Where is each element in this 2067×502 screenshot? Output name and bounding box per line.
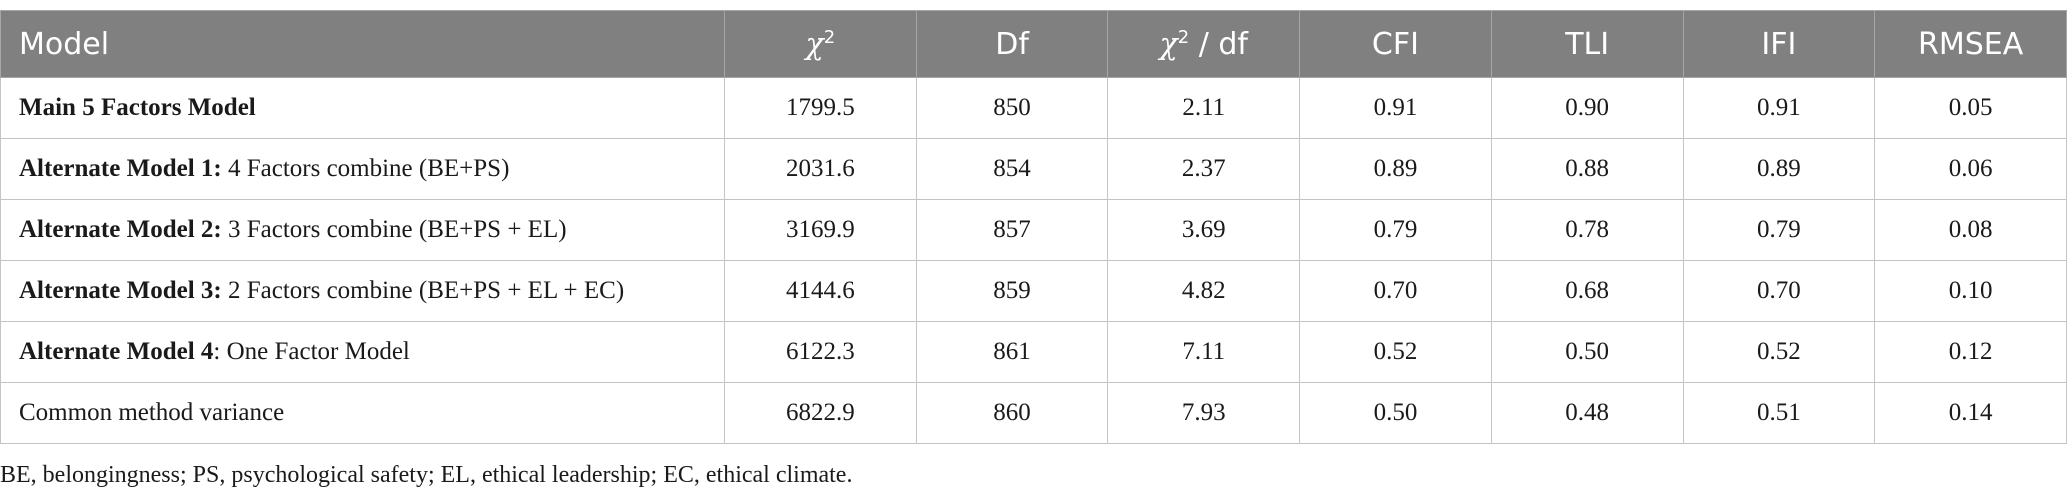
data-row: Alternate Model 3: 2 Factors combine (BE… (0, 260, 2067, 322)
value-cell: 0.52 (1299, 321, 1492, 383)
model-desc: Common method variance (19, 399, 285, 426)
model-cell: Common method variance (0, 382, 725, 444)
fit-table: Model χ2 Df χ2 / df CFI TLI IFI RMSEA Main 5 Fa… (0, 10, 2067, 444)
model-cell: Alternate Model 3: 2 Factors combine (BE… (0, 260, 725, 322)
value-cell: 0.08 (1874, 199, 2067, 261)
model-desc: 3 Factors combine (BE+PS + EL) (221, 216, 567, 243)
value-cell: 4.82 (1107, 260, 1301, 322)
model-name: Alternate Model 2: (19, 216, 222, 243)
value-cell: 2.11 (1107, 77, 1301, 139)
data-row: Main 5 Factors Model 1799.5 850 2.11 0.91 0.9… (0, 77, 2067, 139)
value-cell: 0.79 (1682, 199, 1876, 261)
header-text: CFI (1371, 26, 1419, 62)
value-cell: 0.51 (1682, 382, 1876, 444)
value-cell: 4144.6 (724, 260, 917, 322)
value-cell: 850 (915, 77, 1109, 139)
data-row: Alternate Model 1: 4 Factors combine (BE… (0, 138, 2067, 200)
value-cell: 7.93 (1107, 382, 1301, 444)
value-cell: 6822.9 (724, 382, 917, 444)
header-cell: Model (0, 10, 725, 78)
header-row: Model χ2 Df χ2 / df CFI TLI IFI RMSEA (0, 10, 2067, 78)
model-name: Alternate Model 1: (19, 155, 222, 182)
header-cell: RMSEA (1874, 10, 2067, 78)
model-name: Alternate Model 3: (19, 277, 222, 304)
header-cell: CFI (1299, 10, 1492, 78)
superscript: 2 (823, 26, 836, 48)
value-cell: 2.37 (1107, 138, 1301, 200)
value-cell: 854 (915, 138, 1109, 200)
value-cell: 0.48 (1490, 382, 1684, 444)
value-cell: 0.78 (1490, 199, 1684, 261)
model-cell: Alternate Model 1: 4 Factors combine (BE… (0, 138, 725, 200)
header-cell: IFI (1682, 10, 1876, 78)
header-text: RMSEA (1917, 26, 2024, 62)
value-cell: 0.06 (1874, 138, 2067, 200)
data-row: Alternate Model 2: 3 Factors combine (BE… (0, 199, 2067, 261)
footnote: BE, belongingness; PS, psychological saf… (0, 462, 853, 488)
table-body: Main 5 Factors Model 1799.5 850 2.11 0.91 0.9… (0, 77, 2067, 444)
value-cell: 2031.6 (724, 138, 917, 200)
value-cell: 0.90 (1490, 77, 1684, 139)
model-desc: 2 Factors combine (BE+PS + EL + EC) (221, 277, 625, 304)
value-cell: 0.89 (1299, 138, 1492, 200)
value-cell: 3.69 (1107, 199, 1301, 261)
header-cell: TLI (1490, 10, 1684, 78)
value-cell: 861 (915, 321, 1109, 383)
header-text: Model (19, 26, 110, 62)
header-text: IFI (1761, 26, 1797, 62)
superscript: 2 (1177, 26, 1190, 48)
value-cell: 1799.5 (724, 77, 917, 139)
data-row: Alternate Model 4: One Factor Model 6122.… (0, 321, 2067, 383)
model-desc: : One Factor Model (213, 338, 410, 365)
value-cell: 860 (915, 382, 1109, 444)
value-cell: 0.89 (1682, 138, 1876, 200)
value-cell: 0.10 (1874, 260, 2067, 322)
header-text: / df (1189, 26, 1248, 62)
value-cell: 0.14 (1874, 382, 2067, 444)
header-text: TLI (1565, 26, 1610, 62)
value-cell: 0.50 (1299, 382, 1492, 444)
value-cell: 0.88 (1490, 138, 1684, 200)
model-cell: Main 5 Factors Model (0, 77, 725, 139)
symbol: χ (1159, 26, 1178, 62)
value-cell: 7.11 (1107, 321, 1301, 383)
value-cell: 857 (915, 199, 1109, 261)
value-cell: 0.91 (1299, 77, 1492, 139)
value-cell: 0.50 (1490, 321, 1684, 383)
value-cell: 6122.3 (724, 321, 917, 383)
value-cell: 0.70 (1682, 260, 1876, 322)
header-text: Df (995, 26, 1029, 62)
value-cell: 0.12 (1874, 321, 2067, 383)
value-cell: 0.79 (1299, 199, 1492, 261)
table-wrapper: Model χ2 Df χ2 / df CFI TLI IFI RMSEA Main 5 Fa… (0, 10, 2067, 444)
model-name: Alternate Model 4 (19, 338, 214, 365)
value-cell: 859 (915, 260, 1109, 322)
model-desc: 4 Factors combine (BE+PS) (221, 155, 510, 182)
header-cell: χ2 / df (1107, 10, 1301, 78)
value-cell: 0.52 (1682, 321, 1876, 383)
model-cell: Alternate Model 4: One Factor Model (0, 321, 725, 383)
value-cell: 0.68 (1490, 260, 1684, 322)
header-cell: χ2 (724, 10, 917, 78)
symbol: χ (805, 26, 824, 62)
value-cell: 0.70 (1299, 260, 1492, 322)
header-cell: Df (915, 10, 1109, 78)
value-cell: 3169.9 (724, 199, 917, 261)
data-row: Common method variance 6822.9 860 7.93 0.50 0… (0, 382, 2067, 444)
value-cell: 0.91 (1682, 77, 1876, 139)
value-cell: 0.05 (1874, 77, 2067, 139)
model-cell: Alternate Model 2: 3 Factors combine (BE… (0, 199, 725, 261)
model-name: Main 5 Factors Model (19, 94, 256, 121)
